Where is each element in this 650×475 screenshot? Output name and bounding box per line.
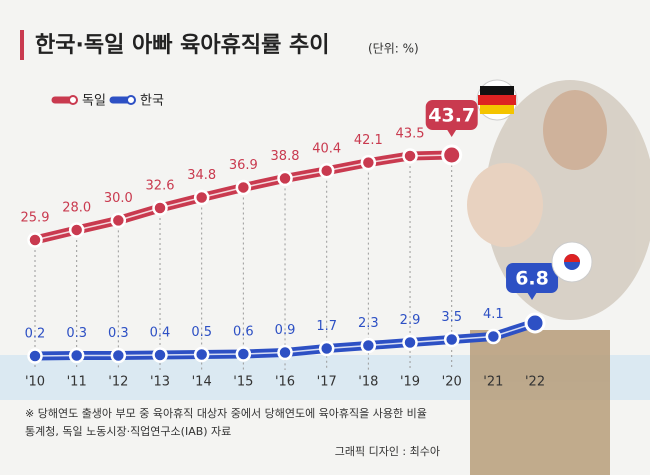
- legend-label: 독일: [82, 94, 106, 109]
- value-label: 36.9: [229, 158, 258, 173]
- badge: [425, 100, 478, 130]
- photo: [467, 80, 650, 475]
- badge-tail: [446, 129, 457, 137]
- value-label: 40.4: [312, 141, 341, 156]
- flag-stripe: [480, 86, 514, 95]
- point: [402, 334, 418, 351]
- value-label: 0.9: [275, 323, 296, 338]
- photo-baby: [467, 163, 543, 247]
- value-label: 34.8: [187, 168, 216, 183]
- badge-tail: [527, 292, 538, 300]
- value-label: 0.5: [191, 325, 212, 340]
- x-tick-label: '14: [192, 375, 212, 390]
- point: [485, 328, 502, 345]
- x-tick-label: '10: [25, 375, 45, 390]
- x-tick-label: '18: [358, 375, 378, 390]
- value-label: 1.7: [316, 319, 337, 334]
- x-tick-label: '16: [275, 375, 295, 390]
- value-label: 38.8: [271, 149, 300, 164]
- point: [27, 232, 43, 248]
- point: [235, 179, 252, 196]
- value-label: 30.0: [104, 191, 133, 206]
- value-label: 0.2: [25, 327, 46, 342]
- legend-label: 한국: [140, 94, 164, 109]
- chart-title: 한국·독일 아빠 육아휴직률 추이: [35, 33, 329, 58]
- point: [68, 222, 85, 238]
- point: [152, 200, 168, 216]
- value-label: 4.1: [483, 307, 504, 322]
- point: [441, 144, 463, 166]
- x-tick-label: '19: [400, 375, 420, 390]
- x-tick-label: '20: [442, 375, 462, 390]
- value-label: 42.1: [354, 133, 383, 148]
- point: [110, 212, 127, 229]
- photo-body: [485, 80, 650, 320]
- point: [277, 344, 293, 361]
- point: [443, 331, 460, 348]
- value-label: 0.3: [108, 326, 129, 341]
- point: [318, 340, 335, 357]
- point: [402, 148, 418, 164]
- value-label: 0.6: [233, 325, 254, 340]
- point: [235, 346, 252, 362]
- value-label: 25.9: [21, 211, 50, 226]
- badge: [506, 263, 559, 293]
- credit: 그래픽 디자인 : 최수아: [335, 445, 440, 458]
- point: [152, 347, 168, 363]
- value-label: 0.3: [66, 326, 87, 341]
- x-tick-label: '21: [483, 375, 503, 390]
- flag-stripe: [478, 95, 516, 105]
- x-tick-label: '15: [233, 375, 253, 390]
- value-label: 43.5: [396, 126, 425, 141]
- value-label: 3.5: [441, 310, 462, 325]
- value-label: 0.4: [150, 326, 171, 341]
- photo-legs: [470, 330, 610, 475]
- point: [277, 170, 293, 187]
- point: [27, 348, 43, 364]
- value-label: 2.3: [358, 316, 379, 331]
- legend-dot: [126, 95, 136, 105]
- photo-head: [543, 90, 607, 170]
- legend-dot: [68, 95, 78, 105]
- point: [524, 312, 546, 334]
- flag-germany: [476, 79, 518, 121]
- point: [360, 337, 377, 354]
- point: [360, 154, 377, 171]
- value-label: 43.7: [428, 105, 475, 127]
- point: [318, 163, 335, 179]
- chart-subtitle: (단위: %): [368, 42, 419, 56]
- x-tick-label: '12: [108, 375, 128, 390]
- point: [193, 346, 210, 363]
- point: [193, 189, 210, 206]
- point: [110, 347, 127, 364]
- title-mark: [20, 30, 24, 60]
- x-tick-label: '13: [150, 375, 170, 390]
- flag-stripe: [480, 105, 514, 114]
- x-tick-label: '11: [67, 375, 87, 390]
- value-label: 6.8: [515, 268, 549, 290]
- flag-korea: [551, 241, 593, 283]
- value-label: 2.9: [400, 313, 421, 328]
- note: 통계청, 독일 노동시장·직업연구소(IAB) 자료: [25, 424, 231, 438]
- point: [68, 347, 85, 364]
- x-tick-label: '17: [317, 375, 337, 390]
- note: ※ 당해연도 출생아 부모 중 육아휴직 대상자 중에서 당해연도에 육아휴직을…: [25, 406, 427, 420]
- x-tick-label: '22: [525, 375, 545, 390]
- value-label: 28.0: [62, 200, 91, 215]
- value-label: 32.6: [146, 179, 175, 194]
- flag-taegeuk-top: [564, 254, 580, 262]
